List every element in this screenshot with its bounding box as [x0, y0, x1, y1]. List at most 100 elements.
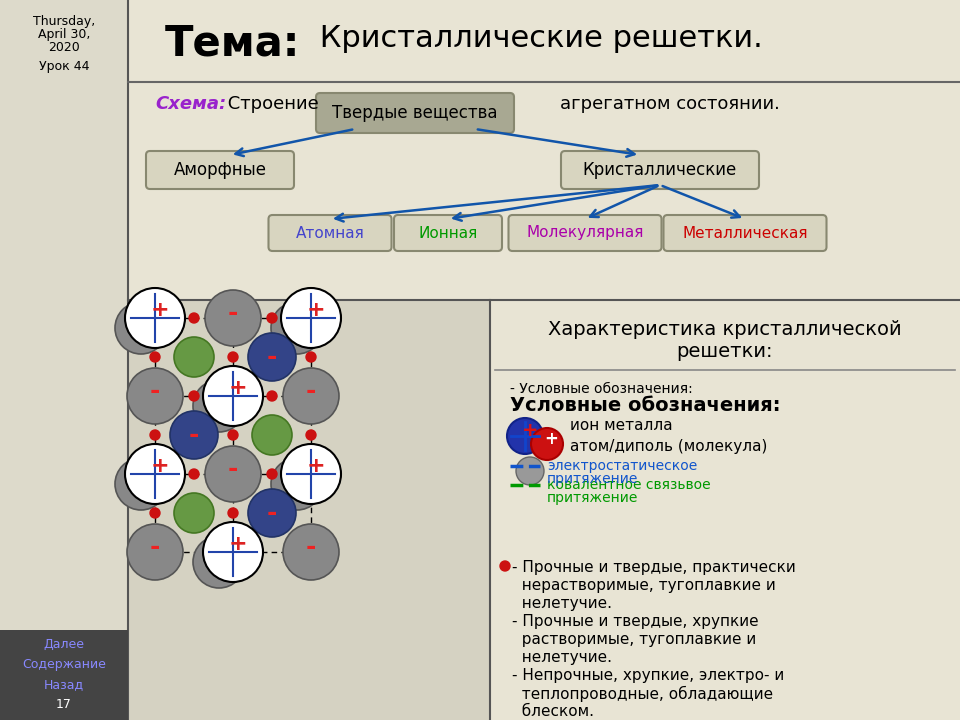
Circle shape [170, 411, 218, 459]
Circle shape [150, 430, 160, 440]
Text: - Непрочные, хрупкие, электро- и: - Непрочные, хрупкие, электро- и [512, 668, 784, 683]
Text: Кристаллические решетки.: Кристаллические решетки. [310, 24, 763, 53]
Circle shape [267, 469, 277, 479]
Circle shape [531, 428, 563, 460]
Circle shape [115, 302, 167, 354]
Text: Металлическая: Металлическая [683, 225, 807, 240]
Text: - Прочные и твердые, практически: - Прочные и твердые, практически [512, 560, 796, 575]
Circle shape [283, 524, 339, 580]
Text: +: + [228, 378, 248, 398]
Text: Thursday,: Thursday, [33, 15, 95, 28]
Circle shape [248, 489, 296, 537]
FancyBboxPatch shape [561, 151, 759, 189]
Circle shape [150, 352, 160, 362]
Text: Молекулярная: Молекулярная [526, 225, 644, 240]
Circle shape [193, 536, 245, 588]
Circle shape [174, 493, 214, 533]
FancyBboxPatch shape [0, 0, 128, 720]
Circle shape [248, 333, 296, 381]
Text: +: + [151, 300, 169, 320]
Circle shape [125, 288, 185, 348]
Text: Схема:: Схема: [155, 95, 227, 113]
Text: Урок 44: Урок 44 [38, 60, 89, 73]
Text: +: + [151, 456, 169, 476]
Text: Кристаллические: Кристаллические [583, 161, 737, 179]
Text: -: - [228, 457, 238, 481]
FancyBboxPatch shape [128, 300, 490, 720]
Text: April 30,: April 30, [37, 28, 90, 41]
Circle shape [205, 446, 261, 502]
Text: Характеристика кристаллической
решетки:: Характеристика кристаллической решетки: [548, 320, 901, 361]
FancyBboxPatch shape [663, 215, 827, 251]
Circle shape [228, 508, 238, 518]
Text: +: + [544, 430, 558, 448]
Text: -: - [150, 535, 160, 559]
Circle shape [189, 391, 199, 401]
Circle shape [127, 524, 183, 580]
Text: - Прочные и твердые, хрупкие: - Прочные и твердые, хрупкие [512, 614, 758, 629]
Text: Атомная: Атомная [296, 225, 365, 240]
Text: нелетучие.: нелетучие. [512, 596, 612, 611]
Circle shape [189, 469, 199, 479]
Text: +: + [521, 420, 539, 439]
Text: притяжение: притяжение [547, 472, 638, 486]
Circle shape [228, 352, 238, 362]
Text: Далее: Далее [43, 638, 84, 651]
Circle shape [281, 288, 341, 348]
Text: -: - [306, 535, 316, 559]
Text: ион металла: ион металла [570, 418, 673, 433]
Text: Ионная: Ионная [419, 225, 478, 240]
Text: Тема:: Тема: [165, 22, 300, 64]
Circle shape [516, 457, 544, 485]
Text: нерастворимые, тугоплавкие и: нерастворимые, тугоплавкие и [512, 578, 776, 593]
FancyBboxPatch shape [146, 151, 294, 189]
FancyBboxPatch shape [316, 93, 514, 133]
Circle shape [271, 458, 323, 510]
Circle shape [500, 561, 510, 571]
Text: блеском.: блеском. [512, 704, 594, 719]
Text: Твердые вещества: Твердые вещества [332, 104, 497, 122]
Text: - Условные обозначения:: - Условные обозначения: [510, 382, 693, 396]
Circle shape [203, 522, 263, 582]
FancyBboxPatch shape [509, 215, 661, 251]
Text: Строение: Строение [222, 95, 319, 113]
Circle shape [174, 337, 214, 377]
Text: -: - [228, 301, 238, 325]
Text: ковалентное связьвое: ковалентное связьвое [547, 478, 710, 492]
Text: агрегатном состоянии.: агрегатном состоянии. [560, 95, 780, 113]
Circle shape [267, 391, 277, 401]
Text: +: + [306, 456, 325, 476]
Circle shape [252, 415, 292, 455]
FancyBboxPatch shape [394, 215, 502, 251]
Text: 2020: 2020 [48, 41, 80, 54]
Circle shape [203, 366, 263, 426]
Circle shape [306, 430, 316, 440]
Circle shape [306, 352, 316, 362]
FancyBboxPatch shape [0, 630, 128, 720]
Circle shape [189, 313, 199, 323]
Circle shape [228, 430, 238, 440]
Text: атом/диполь (молекула): атом/диполь (молекула) [570, 438, 767, 454]
Text: растворимые, тугоплавкие и: растворимые, тугоплавкие и [512, 632, 756, 647]
Circle shape [193, 380, 245, 432]
Circle shape [507, 418, 543, 454]
Text: Аморфные: Аморфные [174, 161, 267, 179]
Text: -: - [189, 423, 199, 447]
Text: -: - [267, 501, 277, 525]
Text: теплопроводные, обладающие: теплопроводные, обладающие [512, 686, 773, 702]
Circle shape [283, 368, 339, 424]
Circle shape [150, 508, 160, 518]
Text: 17: 17 [56, 698, 72, 711]
Text: электростатическое: электростатическое [547, 459, 697, 473]
Text: Условные обозначения:: Условные обозначения: [510, 396, 780, 415]
Circle shape [281, 444, 341, 504]
Circle shape [267, 313, 277, 323]
Circle shape [127, 368, 183, 424]
FancyBboxPatch shape [269, 215, 392, 251]
Circle shape [205, 290, 261, 346]
Text: -: - [267, 345, 277, 369]
Text: Назад: Назад [44, 678, 84, 691]
Text: притяжение: притяжение [547, 491, 638, 505]
Text: -: - [306, 379, 316, 403]
Circle shape [125, 444, 185, 504]
